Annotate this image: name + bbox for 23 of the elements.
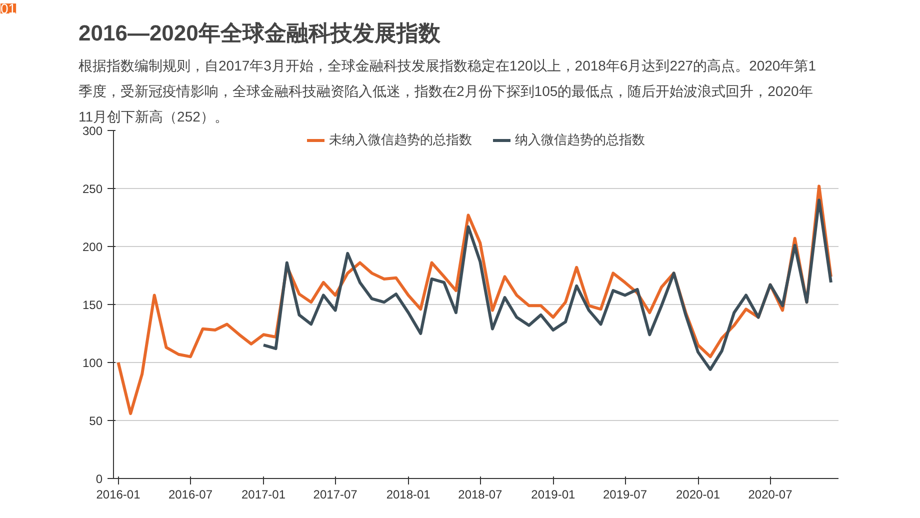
x-tick-label: 2020-01 — [676, 488, 720, 502]
x-tick-label: 2018-07 — [458, 488, 503, 502]
legend-label: 纳入微信趋势的总指数 — [515, 131, 645, 149]
y-tick-label: 300 — [82, 124, 103, 138]
y-tick-label: 100 — [82, 356, 103, 370]
x-tick-label: 2020-07 — [748, 488, 793, 502]
x-tick-label: 2017-01 — [241, 488, 286, 502]
y-tick-label: 150 — [82, 298, 103, 312]
x-tick-label: 2017-07 — [313, 488, 358, 502]
legend-label: 未纳入微信趋势的总指数 — [329, 131, 472, 149]
x-tick-label: 2016-01 — [96, 488, 141, 502]
y-tick-label: 50 — [89, 414, 103, 428]
chart-title: 2016—2020年全球金融科技发展指数 — [78, 20, 442, 46]
x-tick-label: 2016-07 — [168, 488, 213, 502]
x-tick-label: 2019-01 — [531, 488, 576, 502]
text: 01 — [0, 0, 16, 16]
y-tick-label: 200 — [82, 240, 103, 254]
text: 根据指数编制规则，自2017年3月开始，全球金融科技发展指数稳定在120以上，2018年6月达到227的高点。2020年第1季度，受新冠疫情影响，全球金融科技融资陷入低迷，指数在2月份下探到105的最低点，随后开始波浪式回升，2020年11月创下新高（252）。 — [78, 57, 816, 124]
line-series — [262, 198, 832, 371]
x-tick-label: 2019-07 — [602, 488, 648, 502]
y-tick-label: 250 — [82, 182, 103, 196]
x-tick-label: 2018-01 — [386, 488, 431, 502]
y-tick-label: 0 — [96, 472, 103, 486]
